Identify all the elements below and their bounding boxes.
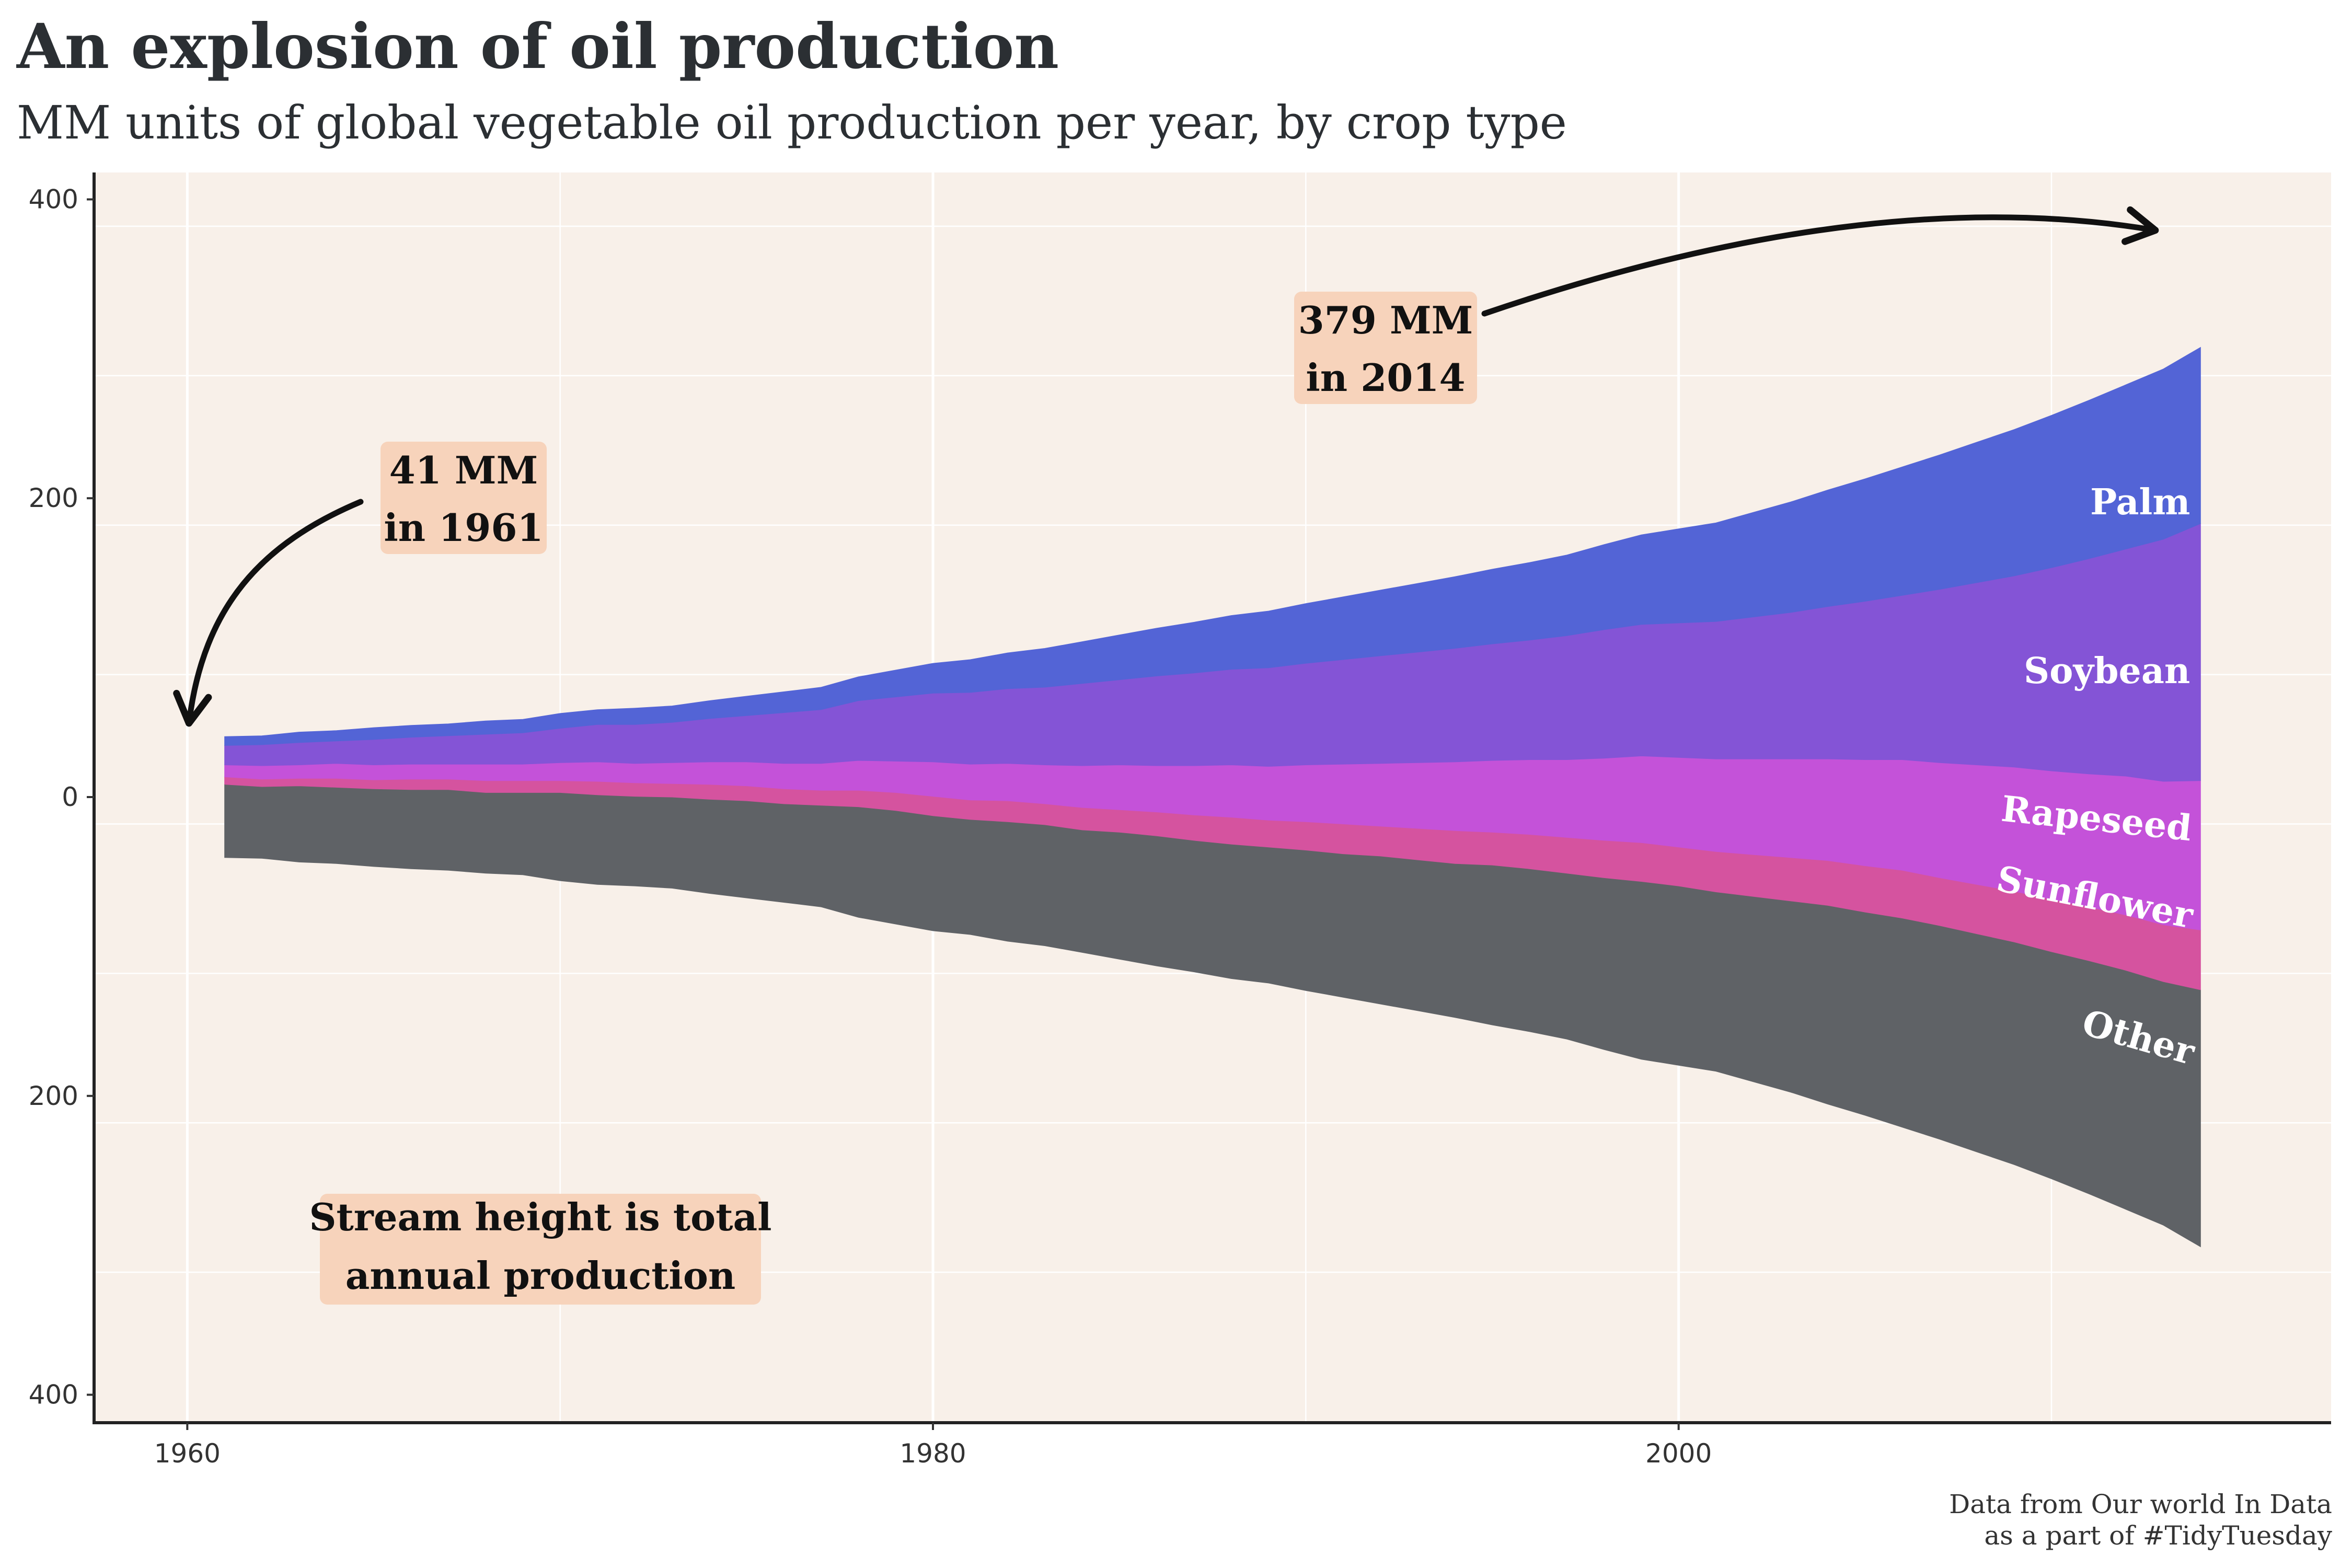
stream-label-palm: Palm — [2090, 481, 2190, 523]
y-tick-label: 400 — [29, 184, 78, 214]
height-note-line1: Stream height is total — [309, 1195, 772, 1239]
height-note-box — [320, 1194, 761, 1305]
chart-subtitle: MM units of global vegetable oil product… — [17, 96, 1567, 149]
height-note-line2: annual production — [345, 1253, 736, 1298]
y-tick-label: 0 — [62, 782, 78, 812]
stream-label-soybean: Soybean — [2024, 650, 2190, 692]
stream-layers — [224, 347, 2201, 1248]
source-caption-line2: as a part of #TidyTuesday — [1984, 1520, 2332, 1551]
start-annotation-line1: 41 MM — [389, 448, 538, 492]
x-axis-ticks: 1960 1980 2000 — [154, 1423, 1712, 1469]
height-note: Stream height is total annual production — [309, 1194, 772, 1305]
stream-palm — [224, 347, 2201, 746]
y-tick-label: 200 — [29, 483, 78, 513]
x-tick-label: 1960 — [154, 1438, 221, 1469]
source-caption-line1: Data from Our world In Data — [1949, 1489, 2332, 1519]
end-annotation: 379 MM in 2014 — [1294, 292, 1477, 404]
start-annotation-line2: in 1961 — [384, 505, 543, 550]
end-annotation-box — [1294, 292, 1477, 404]
x-tick-label: 1980 — [900, 1438, 966, 1469]
y-tick-label: 200 — [29, 1081, 78, 1111]
y-tick-label: 400 — [29, 1380, 78, 1410]
end-annotation-line1: 379 MM — [1298, 298, 1473, 342]
start-annotation-arrow — [173, 499, 364, 727]
y-axis-ticks: 400 200 0 200 400 — [29, 184, 94, 1410]
end-annotation-arrow — [1481, 206, 2159, 317]
start-annotation-box — [381, 442, 547, 554]
start-annotation: 41 MM in 1961 — [381, 442, 547, 554]
chart-title: An explosion of oil production — [16, 10, 1059, 83]
x-tick-label: 2000 — [1645, 1438, 1712, 1469]
end-annotation-line2: in 2014 — [1306, 355, 1465, 400]
